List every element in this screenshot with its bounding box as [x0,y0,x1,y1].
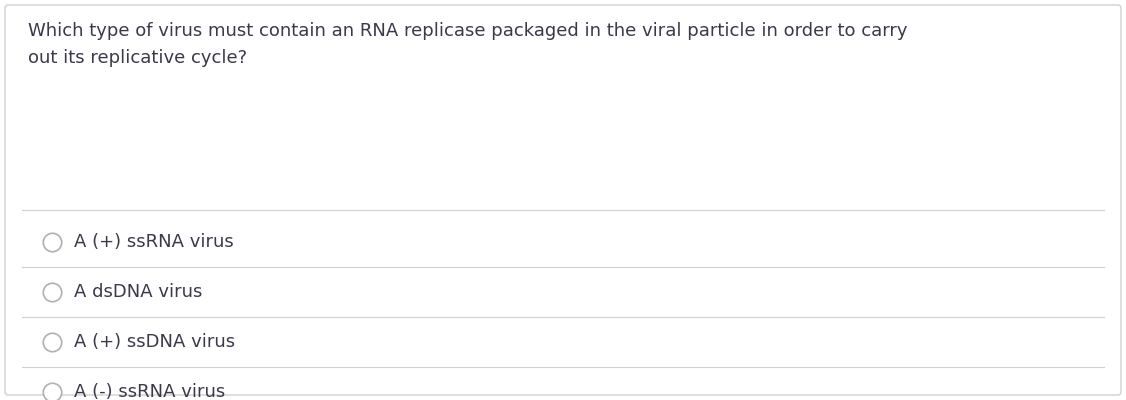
Text: A (+) ssRNA virus: A (+) ssRNA virus [74,233,234,251]
Point [43,239,61,245]
Point [43,389,61,395]
Text: A (-) ssRNA virus: A (-) ssRNA virus [74,383,225,400]
Point [43,339,61,345]
FancyBboxPatch shape [5,5,1121,395]
Text: A (+) ssDNA virus: A (+) ssDNA virus [74,333,235,351]
Text: A dsDNA virus: A dsDNA virus [74,283,203,301]
Point [43,289,61,295]
Text: Which type of virus must contain an RNA replicase packaged in the viral particle: Which type of virus must contain an RNA … [28,22,908,67]
